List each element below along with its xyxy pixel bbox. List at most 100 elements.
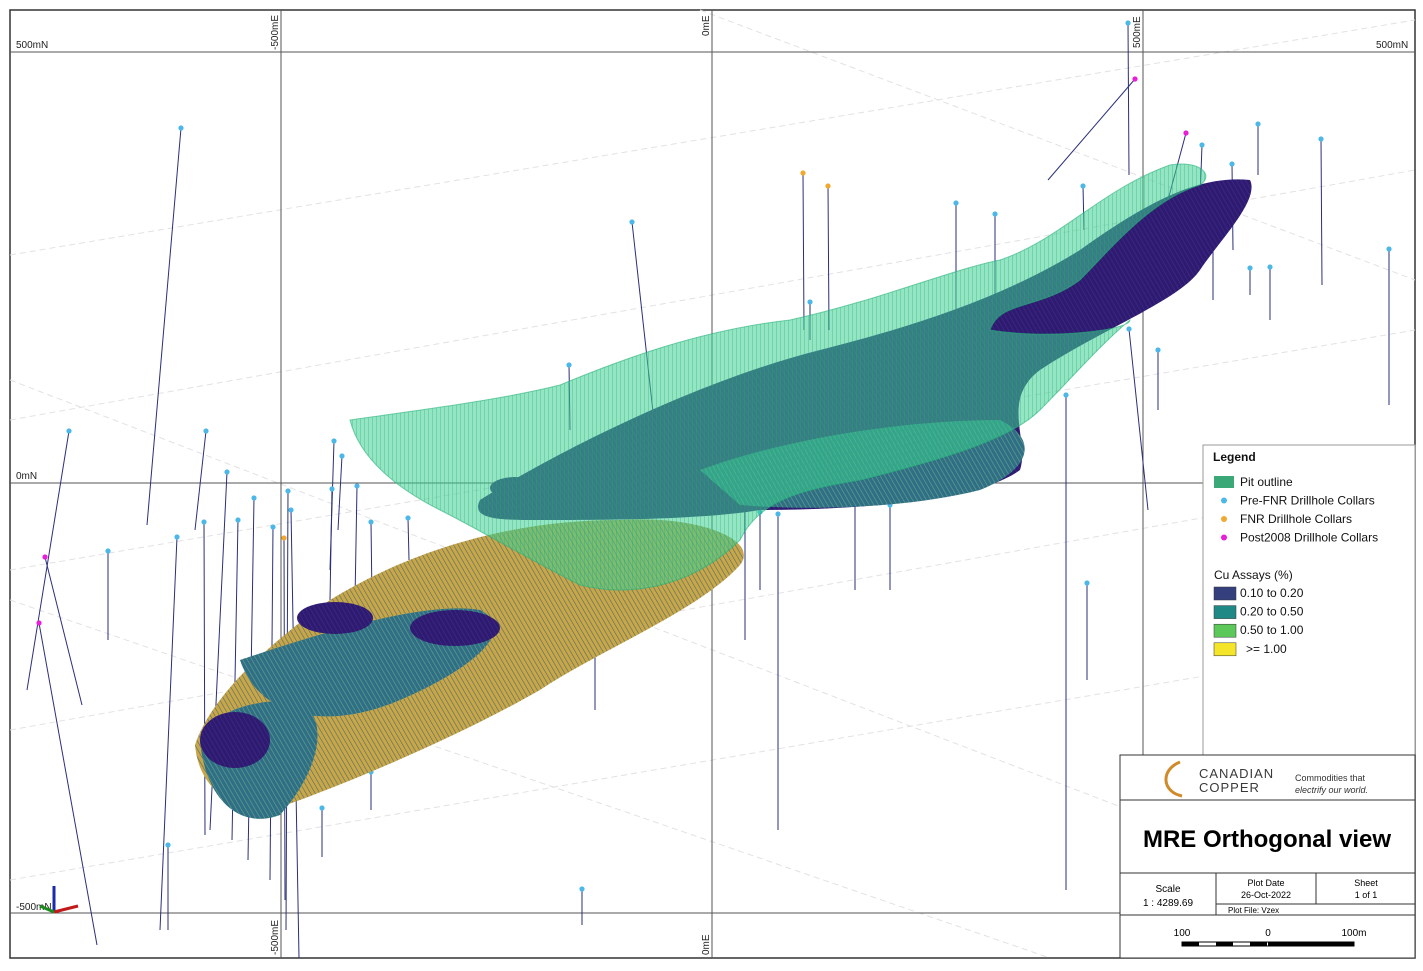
legend-box [1202,444,1416,756]
drillhole-collar [1132,76,1138,82]
drillhole-trace [44,556,83,706]
drillhole-collar [566,362,572,368]
plot-file: Plot File: Vzex [1228,906,1279,915]
drillhole-collar [800,170,806,176]
grid-label: 500mN [16,40,48,51]
legend-label: FNR Drillhole Collars [1240,512,1352,526]
ore-zone [297,602,373,634]
drillhole-collar [178,125,184,131]
drillhole-collar [281,535,287,541]
drillhole-collar [1080,183,1086,189]
drillhole-collar [1125,20,1131,26]
drillhole-trace [38,622,98,946]
drillhole-trace [194,430,207,531]
grid-label: 500mE [1132,16,1143,48]
drillhole-trace [354,485,358,601]
tagline: electrify our world. [1295,785,1368,795]
drillhole-collar [319,805,325,811]
drillhole-collar [825,183,831,189]
legend-label: Post2008 Drillhole Collars [1240,531,1378,545]
drillhole-collar [1255,121,1261,127]
drillhole-collar [165,842,171,848]
drillhole-trace [337,455,343,531]
plot-date-label: Plot Date [1247,878,1284,888]
drillhole-collar [1247,265,1253,271]
grid-label: -500mE [270,15,281,50]
drillhole-trace [407,517,410,561]
drillhole-collar [339,453,345,459]
scale-value: 1 : 4289.69 [1143,898,1193,909]
drillhole-collar [235,517,241,523]
drillhole-collar [285,488,291,494]
drillhole-collar [329,486,335,492]
drillhole-collar [953,200,959,206]
drillhole-trace [203,521,206,836]
axis-gizmo [39,886,79,914]
drillhole-trace [827,185,830,331]
drillhole-collar [354,483,360,489]
drillhole-collar [992,211,998,217]
drillhole-trace [1128,328,1149,511]
plot-date: 26-Oct-2022 [1241,890,1291,900]
legend-label: >= 1.00 [1246,642,1287,656]
grid-label: -500mN [16,902,52,913]
sheet-label: Sheet [1354,878,1378,888]
legend-swatch [1213,605,1237,619]
assay-title: Cu Assays (%) [1214,568,1293,582]
drillhole-collar [1063,392,1069,398]
drillhole-trace [329,488,333,601]
orebody-model [195,163,1252,819]
drillhole-collar [629,219,635,225]
drillhole-trace [146,127,182,526]
drillhole-trace [1047,78,1136,181]
drillhole-collar [807,299,813,305]
drillhole-trace [26,430,70,691]
drillhole-collar [270,524,276,530]
coordinate-grid [10,10,1415,958]
logo-text: CANADIAN [1199,766,1274,781]
drillhole-collar [288,507,294,513]
drillhole-collar [1199,142,1205,148]
legend: Legend Pit outline Pre-FNR Drillhole Coll… [1202,444,1416,756]
legend-label: 0.20 to 0.50 [1240,605,1304,619]
sheet-value: 1 of 1 [1355,890,1378,900]
drillhole-collar [224,469,230,475]
drillhole-collar [201,519,207,525]
drillhole-collar [579,886,585,892]
ore-low-grade [195,519,744,808]
legend-swatch [1213,623,1237,638]
drillhole-collar [331,438,337,444]
legend-symbol [1221,516,1227,522]
scale-bar [1181,941,1355,947]
legend-label: 0.10 to 0.20 [1240,586,1304,600]
drillhole-collar [405,515,411,521]
legend-title: Legend [1213,450,1256,464]
legend-symbol [1221,497,1227,504]
legend-label: Pre-FNR Drillhole Collars [1240,494,1375,508]
drillhole-collar [105,548,111,554]
drillhole-collar [1386,246,1392,252]
drillhole-collar [36,620,42,626]
drillhole-collar [1267,264,1273,270]
drillhole-collar [1318,136,1324,142]
legend-swatch [1213,642,1237,657]
view-title: MRE Orthogonal view [1143,826,1391,853]
drillhole-trace [1127,22,1130,176]
legend-swatch [1213,586,1237,601]
logo-text: COPPER [1199,780,1260,795]
legend-swatch [1214,476,1234,488]
scale-bar-label: 0 [1265,928,1271,939]
legend-label: 0.50 to 1.00 [1240,623,1304,637]
scale-label: Scale [1155,884,1180,895]
drillhole-collar [1126,326,1132,332]
ore-zone [200,712,270,768]
grid-label: 0mE [701,934,712,955]
drillhole-collar [203,428,209,434]
title-block: CANADIAN COPPER Commodities that electri… [1119,754,1416,959]
drillhole-trace [159,536,178,931]
tagline: Commodities that [1295,773,1366,783]
grid-label: 500mN [1376,40,1408,51]
grid-label: 0mE [701,15,712,36]
drillhole-collar [1155,347,1161,353]
